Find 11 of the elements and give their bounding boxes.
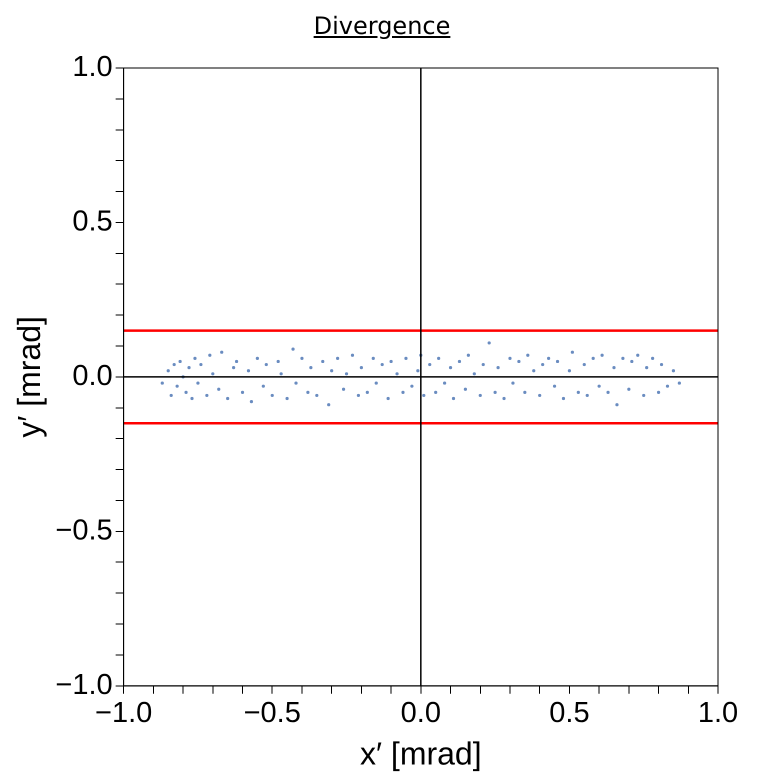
x-tick-label: 0.0 xyxy=(400,697,441,730)
y-tick-label: −0.5 xyxy=(55,514,113,546)
x-tick-label: 1.0 xyxy=(698,697,738,730)
y-tick-label: 0.5 xyxy=(72,205,113,238)
x-tick-label: 0.5 xyxy=(549,697,590,730)
y-axis-title: y′ [mrad] xyxy=(11,316,48,438)
chart-title: Divergence xyxy=(312,12,452,40)
x-axis-title: x′ [mrad] xyxy=(360,736,482,772)
x-tick-label: −0.5 xyxy=(244,697,301,730)
y-tick-label: 0.0 xyxy=(72,360,113,392)
y-tick-label: 1.0 xyxy=(72,51,113,83)
